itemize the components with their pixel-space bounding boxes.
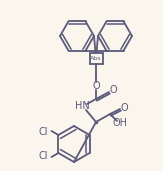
Text: O: O [92,81,100,91]
Text: HN: HN [75,101,89,111]
FancyBboxPatch shape [89,52,103,63]
Text: Abs: Abs [90,56,102,61]
Text: Cl: Cl [39,127,48,137]
Text: OH: OH [112,118,127,128]
Text: Cl: Cl [39,151,48,161]
Text: O: O [109,85,117,95]
Text: O: O [120,103,128,113]
